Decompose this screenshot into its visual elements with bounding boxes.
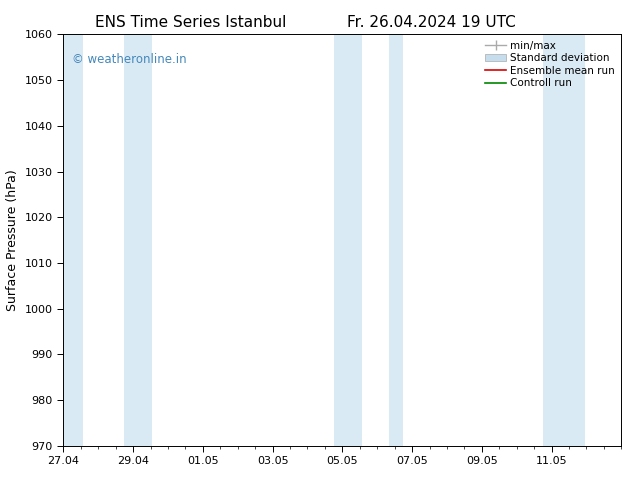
Bar <box>333 34 361 446</box>
Text: © weatheronline.in: © weatheronline.in <box>72 53 186 66</box>
Bar <box>389 34 403 446</box>
Bar <box>124 34 152 446</box>
Legend: min/max, Standard deviation, Ensemble mean run, Controll run: min/max, Standard deviation, Ensemble me… <box>481 36 619 93</box>
Text: ENS Time Series Istanbul: ENS Time Series Istanbul <box>94 15 286 30</box>
Text: Fr. 26.04.2024 19 UTC: Fr. 26.04.2024 19 UTC <box>347 15 515 30</box>
Bar <box>61 34 82 446</box>
Y-axis label: Surface Pressure (hPa): Surface Pressure (hPa) <box>6 169 19 311</box>
Bar <box>543 34 585 446</box>
